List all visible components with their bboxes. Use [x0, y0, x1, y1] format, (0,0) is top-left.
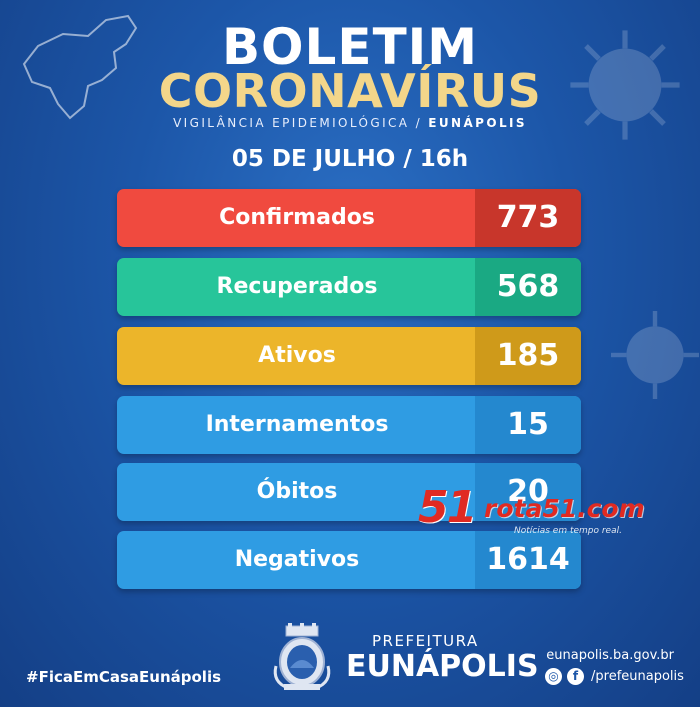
stat-label: Confirmados: [219, 205, 375, 230]
subtitle-main: VIGILÂNCIA EPIDEMIOLÓGICA /: [173, 116, 423, 130]
municipality-map-outline: [22, 14, 138, 120]
stat-value: 15: [475, 396, 581, 454]
bulletin-date: 05 DE JULHO / 16h: [231, 146, 469, 172]
virus-decoration: [570, 30, 680, 140]
stat-value: 773: [475, 189, 581, 247]
stat-label: Recuperados: [216, 274, 378, 299]
virus-decoration: [611, 311, 699, 399]
stat-label: Ativos: [258, 343, 336, 368]
subtitle-city: EUNÁPOLIS: [428, 116, 527, 130]
stat-row-confirmados: Confirmados 773: [117, 189, 581, 247]
website-link[interactable]: eunapolis.ba.gov.br: [546, 648, 674, 663]
hashtag: #FicaEmCasaEunápolis: [26, 668, 222, 686]
subtitle: VIGILÂNCIA EPIDEMIOLÓGICA / EUNÁPOLIS: [0, 116, 700, 130]
social-handle[interactable]: /prefeunapolis: [591, 669, 684, 684]
title-line-2: CORONAVÍRUS: [158, 64, 542, 118]
stat-value: 20: [475, 463, 581, 521]
stat-value: 568: [475, 258, 581, 316]
stat-value: 1614: [475, 531, 581, 589]
watermark-number: 51: [418, 482, 477, 533]
stat-row-internamentos: Internamentos 15: [117, 396, 581, 454]
city-crest-icon: [273, 623, 331, 690]
rota51-watermark: 51 rota51.com Notícias em tempo real.: [418, 486, 658, 546]
stat-value: 185: [475, 327, 581, 385]
facebook-icon[interactable]: f: [567, 668, 584, 685]
stat-row-ativos: Ativos 185: [117, 327, 581, 385]
watermark-tagline: Notícias em tempo real.: [514, 526, 622, 536]
stat-label: Negativos: [234, 547, 360, 572]
city-name: EUNÁPOLIS: [346, 649, 539, 684]
watermark-site: rota51.com: [484, 494, 645, 523]
stat-row-negativos: Negativos 1614: [117, 531, 581, 589]
title-line-1: BOLETIM: [221, 18, 479, 76]
prefeitura-label: PREFEITURA: [372, 632, 479, 650]
stat-row-recuperados: Recuperados 568: [117, 258, 581, 316]
stat-row-obitos: Óbitos 20: [117, 463, 581, 521]
instagram-icon[interactable]: ◎: [545, 668, 562, 685]
stat-label: Internamentos: [205, 412, 389, 437]
stat-label: Óbitos: [256, 479, 338, 504]
